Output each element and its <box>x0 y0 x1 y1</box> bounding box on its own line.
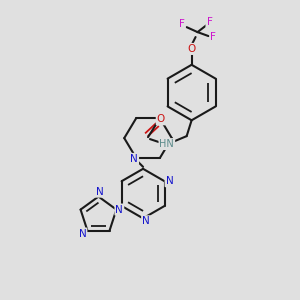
Text: O: O <box>157 114 165 124</box>
Text: O: O <box>188 44 196 54</box>
Text: N: N <box>79 229 86 238</box>
Text: N: N <box>130 154 138 164</box>
Text: F: F <box>211 32 216 42</box>
Text: N: N <box>142 216 150 226</box>
Text: F: F <box>179 19 184 29</box>
Text: HN: HN <box>160 139 174 149</box>
Text: N: N <box>116 205 123 214</box>
Text: F: F <box>206 17 212 27</box>
Text: N: N <box>96 187 103 196</box>
Text: N: N <box>166 176 173 186</box>
